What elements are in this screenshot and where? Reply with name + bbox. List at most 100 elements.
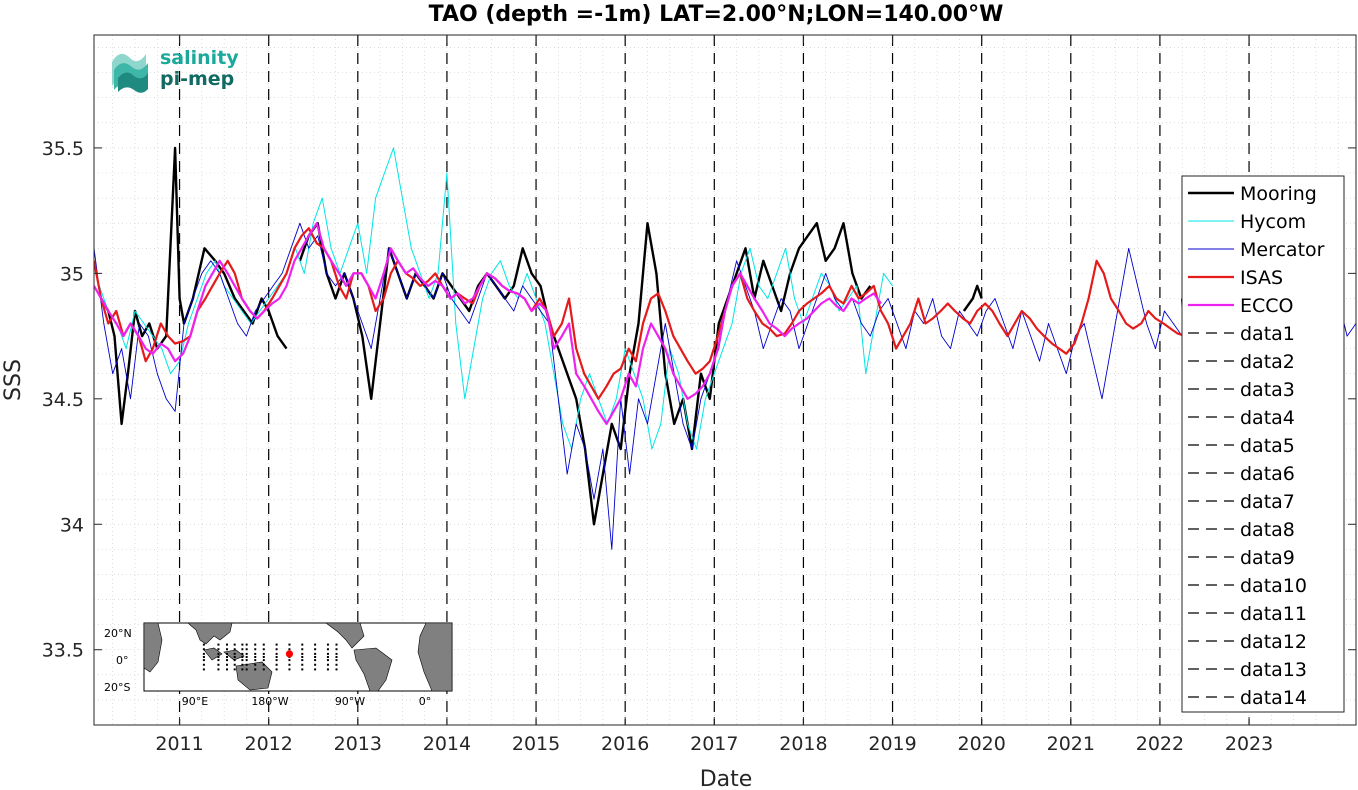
y-axis-label: SSS [1, 359, 26, 401]
x-tick-label: 2011 [155, 733, 203, 755]
inset-map-dot [233, 659, 236, 662]
inset-map-dot [254, 648, 257, 651]
inset-map-dot [217, 663, 220, 666]
legend-items: Mooring Hycom Mercator ISAS ECCO data1 data2 da… [1188, 183, 1325, 709]
inset-map-dot [217, 656, 220, 658]
series-line-mooring [962, 284, 983, 312]
x-tick-label: 2019 [868, 733, 916, 755]
inset-map-dot [245, 663, 248, 666]
inset-map-dot [225, 656, 228, 658]
legend-label-data3: data3 [1240, 379, 1295, 401]
legend-label-ecco: ECCO [1240, 295, 1294, 317]
x-tick-label: 2021 [1047, 733, 1095, 755]
inset-map-dot [254, 656, 257, 658]
inset-map-lon-label-90e: 90°E [182, 695, 208, 708]
inset-map-dot [233, 668, 236, 671]
y-tick-label: 34 [60, 514, 84, 536]
legend-label-data13: data13 [1240, 659, 1307, 681]
inset-map-dot [217, 659, 220, 662]
inset-map-dot [262, 663, 265, 666]
legend-label-data1: data1 [1240, 323, 1295, 345]
series-line-isas [94, 227, 1187, 400]
series-layer [94, 146, 1356, 550]
inset-map-dot [233, 656, 236, 658]
inset-map-dot [314, 652, 317, 655]
legend-label-data6: data6 [1240, 463, 1295, 485]
inset-map-dot [217, 668, 220, 671]
inset-map-dot [254, 659, 257, 662]
inset-map-dot [241, 663, 244, 666]
inset-map-dot [301, 656, 304, 658]
inset-map-dot [275, 643, 278, 646]
inset-map-dot [225, 663, 228, 666]
legend-label-data5: data5 [1240, 435, 1295, 457]
x-tick-label: 2012 [245, 733, 293, 755]
legend-label-data14: data14 [1240, 687, 1307, 709]
inset-map-lat-label-eq: 0° [116, 654, 129, 667]
inset-map-dot [326, 656, 329, 658]
inset-map-dot [202, 643, 205, 646]
legend-box [1181, 175, 1345, 713]
inset-map-dot [301, 643, 304, 646]
inset-map-dot [262, 643, 265, 646]
inset-map-dot [301, 652, 304, 655]
inset-map-dot [326, 648, 329, 651]
inset-map-lon-label-90w: 90°W [335, 695, 365, 708]
inset-map-ocean [143, 622, 453, 692]
inset-map-dot [314, 663, 317, 666]
inset-map-dot [314, 656, 317, 658]
inset-map-dot [262, 652, 265, 655]
axis-ticks: 2011 2012 2013 2014 2015 2016 2017 2018 2019 2020… [42, 35, 1356, 755]
inset-map-dot [245, 652, 248, 655]
inset-map-dot [241, 668, 244, 671]
inset-map-dot [245, 659, 248, 662]
series-line-ecco [94, 222, 882, 425]
axes-background [94, 35, 1356, 725]
inset-map-lon-label-180w: 180°W [251, 695, 288, 708]
inset-map-dot [254, 668, 257, 671]
y-tick-label: 35.5 [42, 138, 84, 160]
inset-map-dot [288, 643, 291, 646]
inset-map-dot [301, 663, 304, 666]
inset-map-dot [245, 656, 248, 658]
inset-map-dot [314, 668, 317, 671]
inset-map-dot [288, 648, 291, 651]
inset-map-dot [335, 652, 338, 655]
inset-map-dot [275, 663, 278, 666]
inset-map-dot [217, 652, 220, 655]
inset-map-dot [225, 668, 228, 671]
inset-map-dot [254, 652, 257, 655]
inset-map-dot [314, 659, 317, 662]
inset-map-dot [275, 656, 278, 658]
legend-label-hycom: Hycom [1240, 211, 1306, 233]
chart-title: TAO (depth =-1m) LAT=2.00°N;LON=140.00°W [429, 2, 1004, 27]
inset-map-dot [262, 648, 265, 651]
inset-map-dot [326, 663, 329, 666]
inset-map-dot [275, 668, 278, 671]
inset-map-land [143, 622, 453, 692]
x-tick-label: 2022 [1136, 733, 1184, 755]
legend-label-data7: data7 [1240, 491, 1295, 513]
inset-map-dot [301, 648, 304, 651]
inset-map: 20°N 0° 20°S 90°E 180°W 90°W 0° [104, 622, 453, 708]
legend-label-data11: data11 [1240, 603, 1307, 625]
x-tick-label: 2016 [601, 733, 649, 755]
inset-map-dot [241, 648, 244, 651]
inset-map-dot [275, 648, 278, 651]
inset-map-dot [314, 643, 317, 646]
inset-map-lat-label-n: 20°N [104, 627, 132, 640]
inset-map-dot [275, 659, 278, 662]
inset-map-dot [254, 663, 257, 666]
x-tick-label: 2017 [690, 733, 738, 755]
legend-label-data8: data8 [1240, 519, 1295, 541]
logo-waves-icon [112, 53, 148, 93]
x-tick-label: 2014 [423, 733, 471, 755]
logo-line1: salinity [160, 47, 239, 69]
inset-map-dot [245, 648, 248, 651]
inset-map-dot [335, 648, 338, 651]
inset-map-dot [245, 668, 248, 671]
series-line-hycom [98, 147, 894, 450]
inset-map-dot [225, 648, 228, 651]
inset-map-dot [262, 656, 265, 658]
legend-label-mercator: Mercator [1240, 239, 1325, 261]
